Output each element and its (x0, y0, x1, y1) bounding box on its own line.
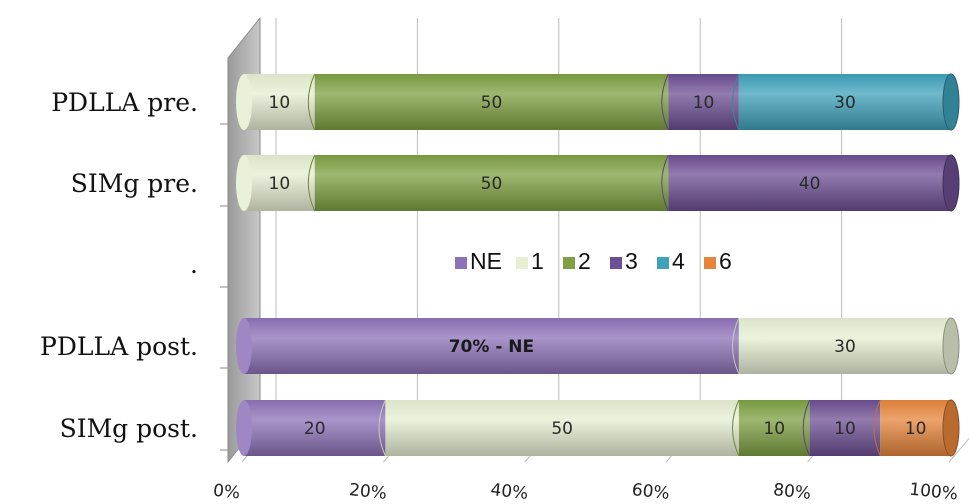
bar-joint (732, 73, 740, 131)
legend-swatch (455, 257, 467, 269)
data-label: 10 (763, 419, 785, 439)
bar-left-cap (236, 318, 252, 374)
bar-segment-3 (809, 400, 881, 456)
category-label: SIMg pre. (71, 169, 198, 198)
bars: 10 50 10 30 10 50 40 70% - NE 30 20 50 10 10 10 (236, 73, 960, 457)
data-label: 40 (799, 174, 821, 194)
data-label: 30 (834, 93, 856, 113)
x-tick-label: 80% (772, 480, 812, 504)
data-label: 50 (481, 174, 503, 194)
bar-right-cap (942, 73, 960, 131)
category-labels: PDLLA pre. SIMg pre.. PDLLA post. SIMg post… (40, 88, 198, 443)
bar-segment-NE (244, 318, 739, 374)
bar-joint (378, 399, 386, 457)
bar-left-cap (236, 155, 252, 211)
bar-segment-1 (385, 400, 739, 456)
bar-segment-2 (314, 74, 669, 130)
bar-joint (661, 73, 669, 131)
data-label: 10 (905, 419, 927, 439)
legend-label: NE (470, 248, 502, 274)
bar-segment-2 (314, 155, 669, 211)
data-label: 10 (269, 174, 291, 194)
bar-joint (307, 154, 316, 212)
bar-segment-1 (244, 74, 315, 130)
bar-joint (732, 399, 740, 457)
bar-segment-NE (244, 400, 386, 456)
category-label: PDLLA pre. (51, 88, 198, 117)
category-label: PDLLA post. (40, 332, 198, 361)
data-label: 10 (834, 419, 856, 439)
x-tick-label: 100% (908, 480, 958, 504)
bar-joint (307, 73, 316, 131)
category-label: SIMg post. (60, 414, 198, 443)
x-tick-label: 20% (348, 480, 388, 504)
floor-gridline (948, 437, 969, 463)
bar-segment-6 (880, 400, 951, 456)
legend: NE 1 2 3 4 6 (455, 248, 732, 274)
data-label: 10 (269, 93, 291, 113)
bar-right-cap (942, 399, 960, 457)
category-label: . (190, 250, 198, 279)
bar-segment-1 (244, 155, 315, 211)
bar-right-cap (942, 317, 960, 375)
bar-joint (873, 399, 881, 457)
x-tick-label: 60% (631, 480, 671, 504)
legend-label: 1 (531, 248, 544, 274)
data-label: 50 (481, 93, 503, 113)
bar-joint (802, 399, 811, 457)
bar-segment-3 (668, 155, 951, 211)
bar-left-cap (236, 400, 252, 456)
legend-label: 3 (625, 248, 638, 274)
legend-swatch (610, 257, 622, 269)
bar-right-cap (942, 154, 960, 212)
data-label: 10 (693, 93, 715, 113)
legend-swatch (563, 257, 575, 269)
legend-label: 4 (672, 248, 685, 274)
data-label: 50 (551, 419, 573, 439)
bar-segment-3 (668, 74, 739, 130)
legend-swatch (516, 257, 528, 269)
bar-joint (732, 317, 740, 375)
x-tick-label: 0% (212, 481, 241, 504)
bar-left-cap (236, 74, 252, 130)
legend-swatch (657, 257, 669, 269)
bar-segment-4 (738, 74, 951, 130)
legend-swatch (704, 257, 716, 269)
x-axis-ticks: 0% 20% 40% 60% 80% 100% (212, 480, 959, 504)
data-label: 20 (304, 419, 326, 439)
data-label: 70% - NE (449, 337, 534, 357)
legend-label: 2 (578, 248, 591, 274)
data-label: 30 (834, 337, 856, 357)
x-tick-label: 40% (489, 480, 529, 504)
bar-segment-1 (738, 318, 951, 374)
bar-joint (661, 154, 669, 212)
bar-segment-2 (738, 400, 810, 456)
legend-label: 6 (719, 248, 732, 274)
